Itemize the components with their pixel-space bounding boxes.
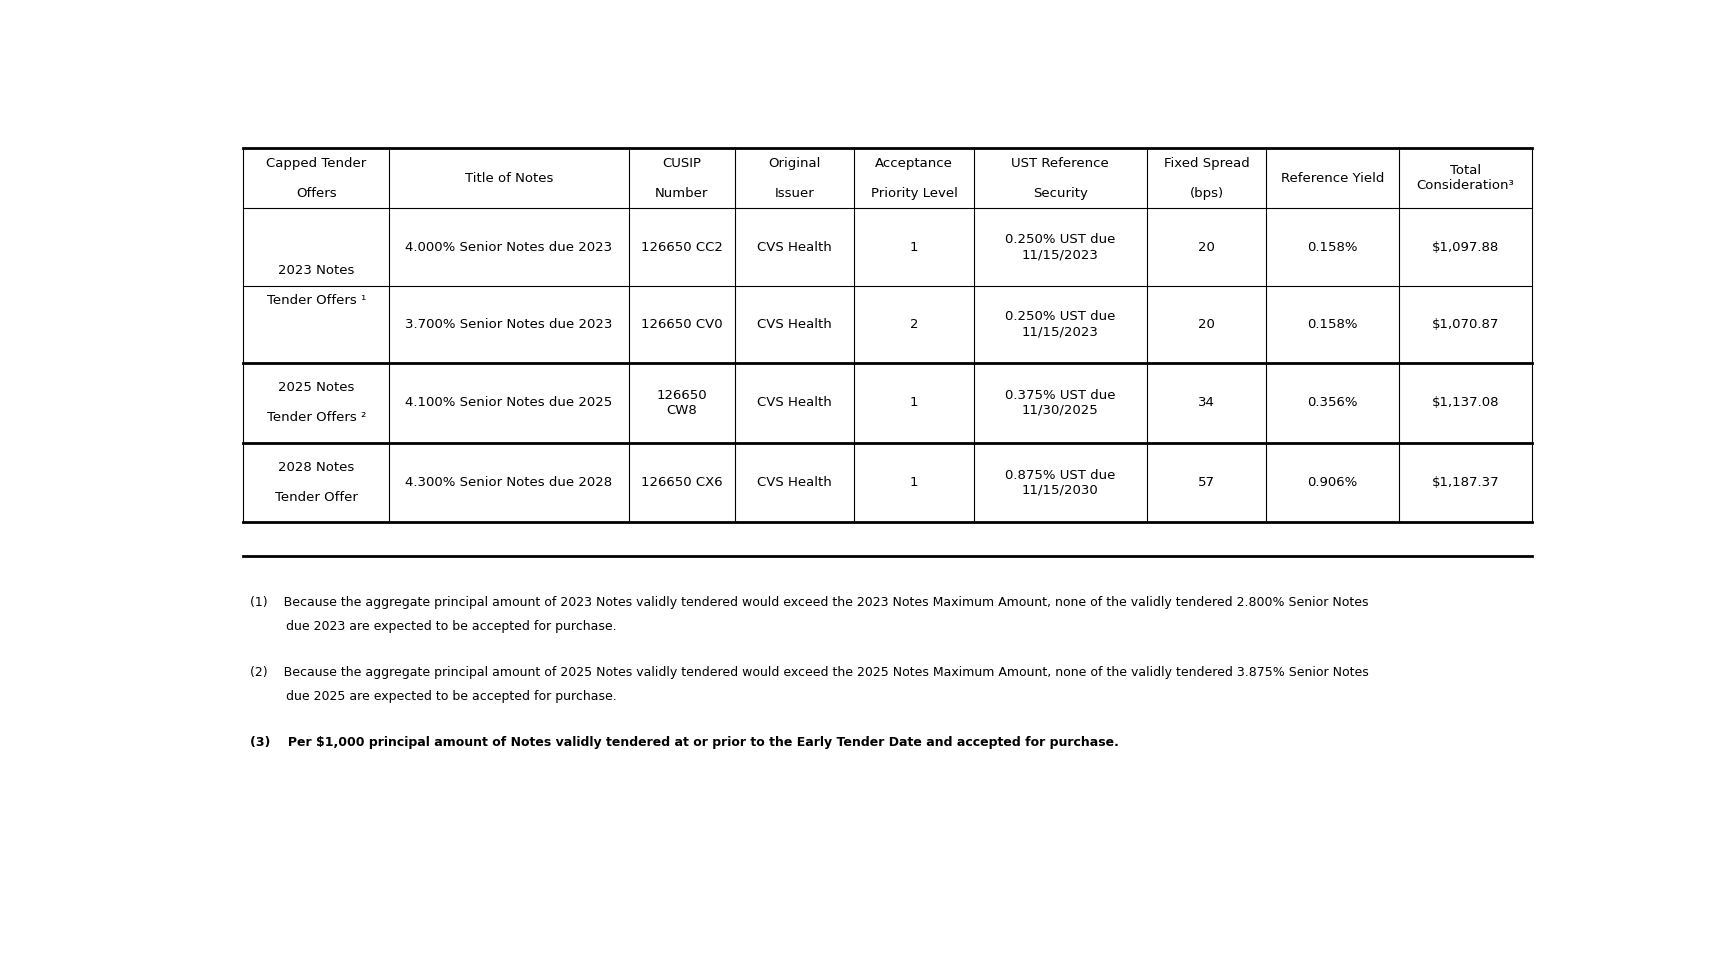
Text: 20: 20 — [1199, 240, 1214, 254]
Text: Total
Consideration³: Total Consideration³ — [1417, 165, 1514, 192]
Text: 1: 1 — [909, 240, 918, 254]
Text: 126650 CX6: 126650 CX6 — [641, 476, 722, 489]
Text: Capped Tender

Offers: Capped Tender Offers — [267, 157, 367, 200]
Text: 0.250% UST due
11/15/2023: 0.250% UST due 11/15/2023 — [1005, 310, 1115, 339]
Text: $1,070.87: $1,070.87 — [1432, 318, 1500, 331]
Text: 4.300% Senior Notes due 2028: 4.300% Senior Notes due 2028 — [405, 476, 613, 489]
Text: due 2025 are expected to be accepted for purchase.: due 2025 are expected to be accepted for… — [249, 690, 617, 702]
Text: 0.375% UST due
11/30/2025: 0.375% UST due 11/30/2025 — [1005, 389, 1115, 417]
Text: CVS Health: CVS Health — [757, 396, 831, 410]
Text: 126650
CW8: 126650 CW8 — [656, 389, 707, 417]
Text: Reference Yield: Reference Yield — [1282, 171, 1384, 185]
Text: 126650 CV0: 126650 CV0 — [641, 318, 722, 331]
Text: $1,097.88: $1,097.88 — [1432, 240, 1500, 254]
Text: 2023 Notes

Tender Offers ¹: 2023 Notes Tender Offers ¹ — [267, 264, 365, 307]
Text: CVS Health: CVS Health — [757, 318, 831, 331]
Text: 2025 Notes

Tender Offers ²: 2025 Notes Tender Offers ² — [267, 382, 365, 425]
Text: 0.250% UST due
11/15/2023: 0.250% UST due 11/15/2023 — [1005, 234, 1115, 261]
Text: 57: 57 — [1199, 476, 1214, 489]
Text: 2: 2 — [909, 318, 918, 331]
Text: Original

Issuer: Original Issuer — [769, 157, 821, 200]
Text: 4.000% Senior Notes due 2023: 4.000% Senior Notes due 2023 — [405, 240, 613, 254]
Text: (2)    Because the aggregate principal amount of 2025 Notes validly tendered wou: (2) Because the aggregate principal amou… — [249, 666, 1368, 679]
Text: Acceptance

Priority Level: Acceptance Priority Level — [871, 157, 958, 200]
Text: 3.700% Senior Notes due 2023: 3.700% Senior Notes due 2023 — [405, 318, 613, 331]
Text: 20: 20 — [1199, 318, 1214, 331]
Text: CUSIP

Number: CUSIP Number — [655, 157, 708, 200]
Text: 0.356%: 0.356% — [1308, 396, 1358, 410]
Text: CVS Health: CVS Health — [757, 240, 831, 254]
Text: 0.158%: 0.158% — [1308, 318, 1358, 331]
Text: 34: 34 — [1199, 396, 1214, 410]
Text: due 2023 are expected to be accepted for purchase.: due 2023 are expected to be accepted for… — [249, 619, 617, 633]
Text: $1,137.08: $1,137.08 — [1432, 396, 1500, 410]
Text: 126650 CC2: 126650 CC2 — [641, 240, 722, 254]
Text: 0.875% UST due
11/15/2030: 0.875% UST due 11/15/2030 — [1005, 469, 1115, 497]
Text: 2028 Notes

Tender Offer: 2028 Notes Tender Offer — [275, 461, 359, 504]
Text: $1,187.37: $1,187.37 — [1432, 476, 1500, 489]
Text: 1: 1 — [909, 396, 918, 410]
Text: Title of Notes: Title of Notes — [464, 171, 553, 185]
Text: (3)    Per $1,000 principal amount of Notes validly tendered at or prior to the : (3) Per $1,000 principal amount of Notes… — [249, 736, 1119, 749]
Text: 1: 1 — [909, 476, 918, 489]
Text: Fixed Spread

(bps): Fixed Spread (bps) — [1164, 157, 1249, 200]
Text: (1)    Because the aggregate principal amount of 2023 Notes validly tendered wou: (1) Because the aggregate principal amou… — [249, 596, 1368, 609]
Text: UST Reference

Security: UST Reference Security — [1011, 157, 1108, 200]
Text: CVS Health: CVS Health — [757, 476, 831, 489]
Text: 0.906%: 0.906% — [1308, 476, 1358, 489]
Text: 0.158%: 0.158% — [1308, 240, 1358, 254]
Text: 4.100% Senior Notes due 2025: 4.100% Senior Notes due 2025 — [405, 396, 613, 410]
